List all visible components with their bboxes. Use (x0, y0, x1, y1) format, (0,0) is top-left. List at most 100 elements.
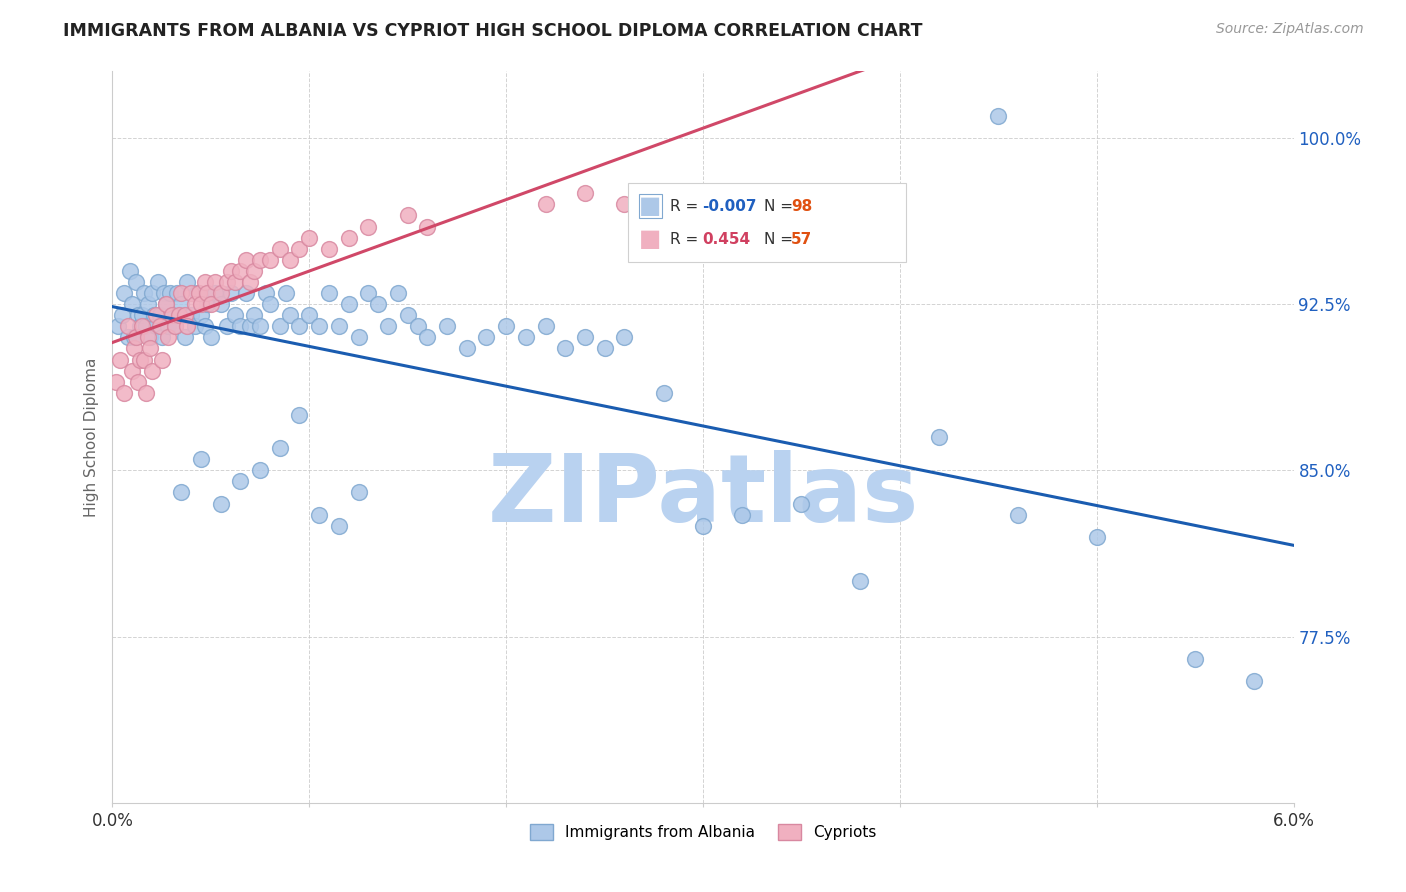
Text: R =: R = (671, 199, 703, 214)
Point (135, 319, 157, 334)
Text: ■: ■ (640, 227, 662, 252)
Point (209, 297, 232, 311)
Point (224, 275, 246, 289)
Text: 57: 57 (792, 232, 813, 247)
Point (112, 385, 135, 400)
Point (436, 319, 458, 334)
Point (219, 285, 242, 300)
Point (200, 297, 222, 311)
Point (347, 485, 370, 500)
Point (146, 275, 169, 289)
Point (188, 285, 211, 300)
Point (337, 230, 360, 244)
Point (169, 308, 191, 322)
Point (554, 342, 576, 356)
Y-axis label: High School Diploma: High School Diploma (83, 358, 98, 516)
Point (534, 319, 557, 334)
Text: Source: ZipAtlas.com: Source: ZipAtlas.com (1216, 22, 1364, 37)
Point (127, 308, 149, 322)
Point (139, 330, 162, 344)
Point (215, 319, 238, 334)
Point (239, 275, 262, 289)
Point (416, 330, 439, 344)
Text: 0.454: 0.454 (703, 232, 751, 247)
Point (574, 186, 596, 201)
Point (1085, 530, 1108, 544)
Text: -0.007: -0.007 (703, 199, 756, 214)
Text: N =: N = (765, 232, 799, 247)
Point (652, 186, 675, 201)
Point (269, 441, 291, 455)
Point (127, 375, 149, 389)
Point (243, 264, 266, 278)
Point (156, 330, 179, 344)
Text: IMMIGRANTS FROM ALBANIA VS CYPRIOT HIGH SCHOOL DIPLOMA CORRELATION CHART: IMMIGRANTS FROM ALBANIA VS CYPRIOT HIGH … (63, 22, 922, 40)
Point (155, 297, 177, 311)
Point (219, 264, 242, 278)
Point (180, 285, 202, 300)
Point (652, 385, 675, 400)
Text: ■: ■ (640, 194, 662, 219)
Point (928, 430, 950, 444)
Point (229, 475, 252, 489)
Point (416, 219, 439, 234)
Point (269, 319, 291, 334)
Point (288, 319, 311, 334)
Point (288, 408, 311, 422)
Point (308, 508, 330, 522)
Point (475, 330, 498, 344)
Point (139, 342, 162, 356)
Point (112, 285, 135, 300)
Point (328, 319, 350, 334)
Point (150, 330, 173, 344)
Point (136, 330, 159, 344)
Point (224, 308, 246, 322)
Point (136, 297, 159, 311)
Point (396, 308, 419, 322)
Text: R =: R = (671, 232, 703, 247)
Point (150, 352, 173, 367)
Point (235, 285, 257, 300)
Point (593, 342, 616, 356)
Point (180, 308, 202, 322)
Legend: Immigrants from Albania, Cypriots: Immigrants from Albania, Cypriots (523, 818, 883, 847)
Point (190, 297, 212, 311)
Point (239, 319, 262, 334)
Point (160, 308, 183, 322)
Point (125, 330, 148, 344)
Point (117, 330, 139, 344)
Point (515, 330, 537, 344)
Point (249, 319, 271, 334)
Point (367, 297, 389, 311)
Point (176, 319, 198, 334)
Point (790, 497, 813, 511)
Point (152, 285, 174, 300)
Point (195, 285, 218, 300)
Point (987, 109, 1010, 123)
Point (195, 297, 218, 311)
Point (122, 342, 145, 356)
Point (209, 497, 232, 511)
Point (259, 297, 281, 311)
Point (731, 508, 754, 522)
Point (155, 297, 177, 311)
Point (135, 385, 157, 400)
Point (184, 297, 207, 311)
Point (249, 252, 271, 267)
Point (534, 197, 557, 211)
Point (613, 197, 636, 211)
Point (337, 297, 360, 311)
Point (184, 319, 207, 334)
Point (170, 285, 193, 300)
Point (132, 352, 155, 367)
Point (406, 319, 429, 334)
Point (121, 363, 143, 377)
Text: 98: 98 (792, 199, 813, 214)
Point (229, 319, 252, 334)
Point (156, 319, 179, 334)
Point (288, 242, 311, 256)
Point (190, 452, 212, 467)
Point (298, 230, 321, 244)
Point (107, 319, 129, 334)
Point (142, 308, 165, 322)
